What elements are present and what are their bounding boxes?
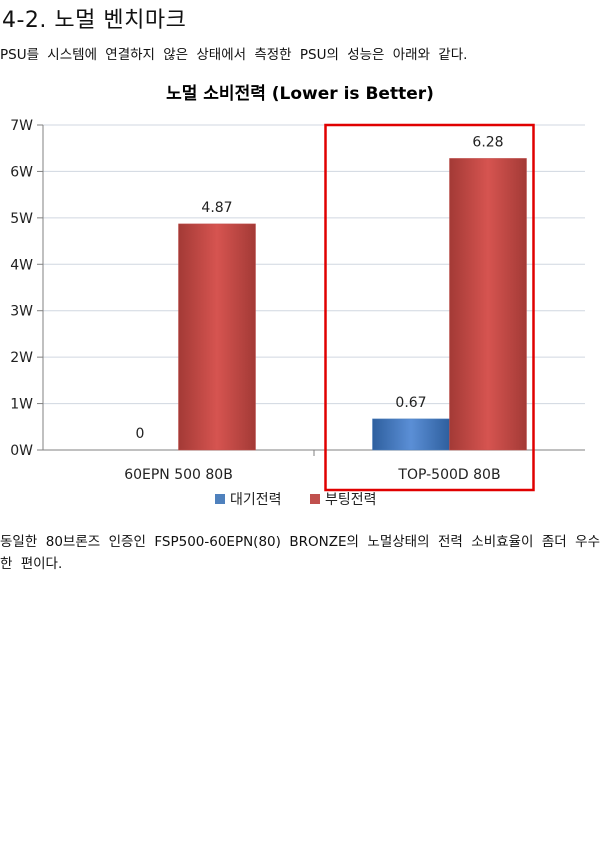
category-label: 60EPN 500 80B [124,467,233,483]
y-tick-label: 4W [10,257,33,273]
gridlines [43,124,585,405]
y-tick-label: 5W [10,211,33,227]
data-label: 0.67 [395,395,426,411]
data-label: 6.28 [472,134,503,150]
bar [372,418,450,451]
y-tick-label: 1W [10,397,33,413]
y-tick-label: 6W [10,164,33,180]
data-label: 4.87 [201,200,232,216]
legend: 대기전력 부팅전력 [215,492,377,508]
y-tick-label: 0W [10,443,33,459]
bar [178,223,256,451]
bars [178,158,527,451]
legend-swatch [215,494,225,504]
y-tick-label: 3W [10,304,33,320]
y-tick-label: 7W [10,118,33,134]
y-tick-label: 2W [10,350,33,366]
chart-title: 노멀 소비전력 (Lower is Better) [166,83,434,104]
data-label: 0 [136,426,145,442]
intro-text: PSU를 시스템에 연결하지 않은 상태에서 측정한 PSU의 성능은 아래와 … [0,47,468,63]
section-heading: 4-2. 노멀 벤치마크 [2,8,187,33]
legend-label: 대기전력 [230,492,282,508]
bar [449,158,527,451]
category-label: TOP-500D 80B [397,467,500,483]
highlight-box [324,123,535,492]
power-consumption-chart: 노멀 소비전력 (Lower is Better) 0W 1W 2W 3W 4W 5W 6W… [10,83,585,508]
data-labels: 0 4.87 0.67 6.28 [136,134,504,442]
legend-label: 부팅전력 [325,492,377,508]
conclusion-text: 동일한 80브론즈 인증인 FSP500-60EPN(80) BRONZE의 노… [0,534,600,572]
highlight-rect [324,123,535,492]
legend-swatch [310,494,320,504]
